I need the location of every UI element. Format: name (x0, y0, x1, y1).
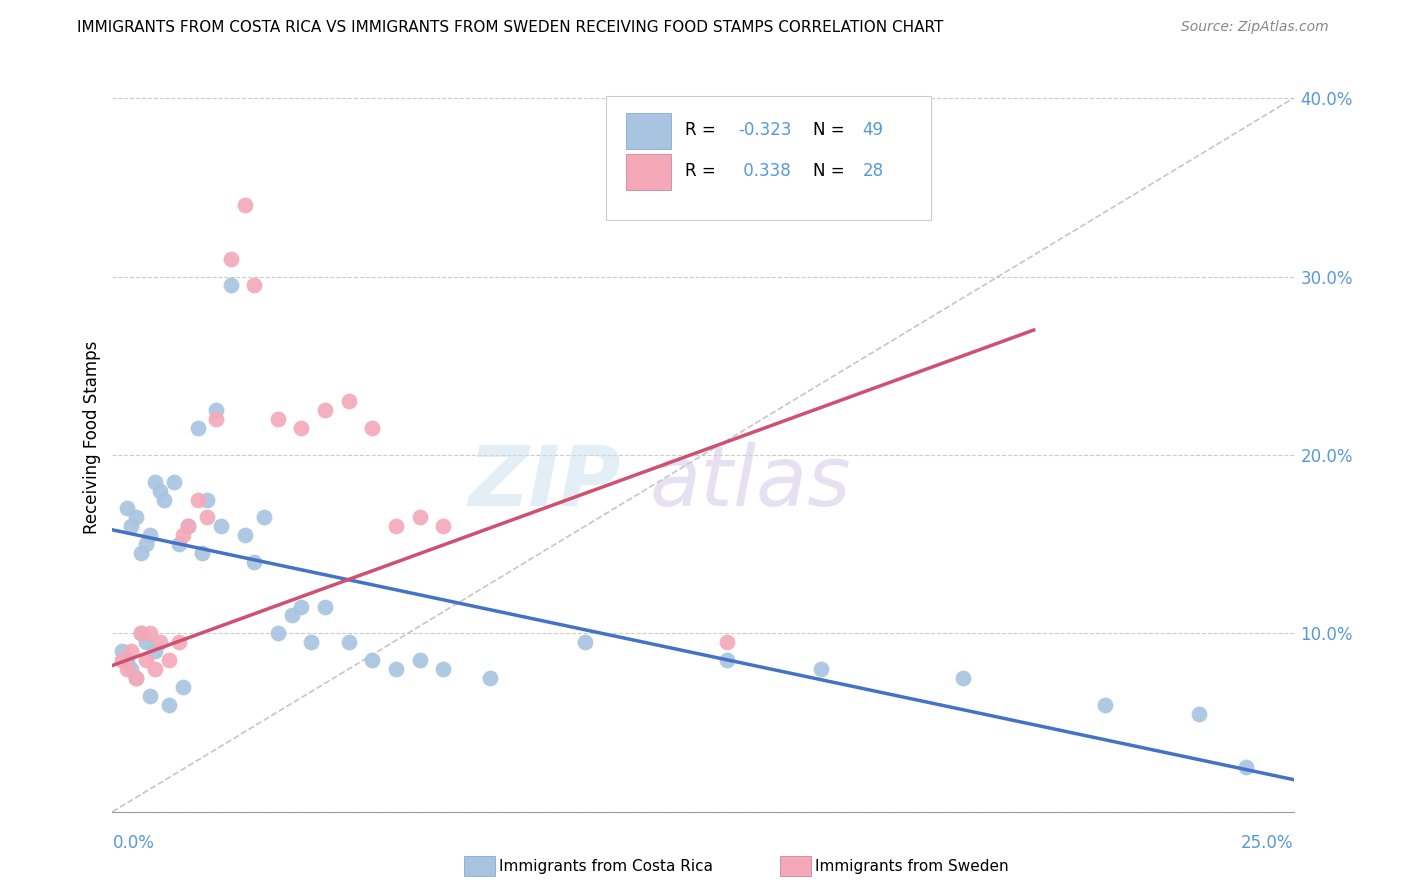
Point (115, 501, 138, 516)
Point (149, 483, 172, 498)
Text: 49: 49 (862, 121, 883, 139)
Text: 0.338: 0.338 (738, 162, 792, 180)
Point (479, 671, 502, 685)
Text: Immigrants from Costa Rica: Immigrants from Costa Rica (499, 859, 713, 873)
Point (195, 492, 218, 507)
Point (172, 680, 194, 694)
Point (195, 510, 218, 524)
Point (205, 403, 228, 417)
Point (219, 252, 242, 266)
Text: R =: R = (685, 121, 721, 139)
Point (120, 644, 142, 658)
Point (810, 662, 832, 676)
Point (167, 537, 190, 551)
Point (153, 492, 176, 507)
Point (135, 653, 157, 667)
Point (253, 510, 276, 524)
Point (281, 608, 304, 623)
Point (233, 198, 256, 212)
Point (574, 635, 596, 649)
Point (290, 599, 312, 614)
Point (716, 635, 738, 649)
Text: 28: 28 (862, 162, 883, 180)
Point (167, 635, 190, 649)
Point (163, 475, 186, 489)
Point (191, 546, 214, 560)
Point (149, 635, 172, 649)
Text: ZIP: ZIP (468, 442, 620, 523)
Point (233, 528, 256, 542)
Point (1094, 698, 1116, 712)
Point (408, 653, 430, 667)
Point (385, 519, 408, 533)
Point (172, 528, 194, 542)
Point (314, 599, 336, 614)
Point (135, 635, 157, 649)
Point (361, 653, 384, 667)
Point (129, 626, 152, 640)
Point (952, 671, 974, 685)
Text: IMMIGRANTS FROM COSTA RICA VS IMMIGRANTS FROM SWEDEN RECEIVING FOOD STAMPS CORRE: IMMIGRANTS FROM COSTA RICA VS IMMIGRANTS… (77, 20, 943, 35)
Point (129, 626, 152, 640)
Point (337, 394, 360, 409)
Point (432, 519, 454, 533)
Point (157, 698, 180, 712)
Point (115, 653, 138, 667)
Text: Source: ZipAtlas.com: Source: ZipAtlas.com (1181, 20, 1329, 34)
Point (243, 278, 266, 293)
Point (157, 653, 180, 667)
Point (1188, 706, 1211, 721)
Point (716, 653, 738, 667)
FancyBboxPatch shape (606, 96, 931, 219)
Point (290, 421, 312, 435)
Text: 0.0%: 0.0% (112, 834, 155, 852)
Y-axis label: Receiving Food Stamps: Receiving Food Stamps (83, 341, 101, 533)
Point (143, 644, 166, 658)
Text: atlas: atlas (650, 442, 852, 523)
Point (120, 662, 142, 676)
Point (186, 421, 208, 435)
Point (267, 412, 290, 426)
Point (408, 510, 430, 524)
Point (143, 475, 166, 489)
Point (120, 519, 142, 533)
Point (299, 635, 322, 649)
Point (115, 662, 138, 676)
FancyBboxPatch shape (626, 112, 671, 149)
Point (143, 662, 166, 676)
Point (129, 546, 152, 560)
Point (209, 519, 232, 533)
Point (125, 671, 148, 685)
Point (243, 555, 266, 569)
Point (125, 510, 148, 524)
Point (432, 662, 454, 676)
Point (186, 492, 208, 507)
Point (111, 653, 134, 667)
Text: 25.0%: 25.0% (1241, 834, 1294, 852)
Point (314, 403, 336, 417)
Point (361, 421, 384, 435)
Point (139, 689, 162, 703)
Point (177, 519, 200, 533)
Point (135, 537, 157, 551)
Text: N =: N = (813, 162, 849, 180)
Text: Immigrants from Sweden: Immigrants from Sweden (815, 859, 1010, 873)
Point (219, 278, 242, 293)
Text: N =: N = (813, 121, 849, 139)
Text: R =: R = (685, 162, 721, 180)
Text: -0.323: -0.323 (738, 121, 792, 139)
FancyBboxPatch shape (626, 153, 671, 190)
Point (139, 528, 162, 542)
Point (267, 626, 290, 640)
Point (337, 635, 360, 649)
Point (177, 519, 200, 533)
Point (1234, 760, 1257, 774)
Point (385, 662, 408, 676)
Point (111, 644, 134, 658)
Point (139, 626, 162, 640)
Point (125, 671, 148, 685)
Point (205, 412, 228, 426)
